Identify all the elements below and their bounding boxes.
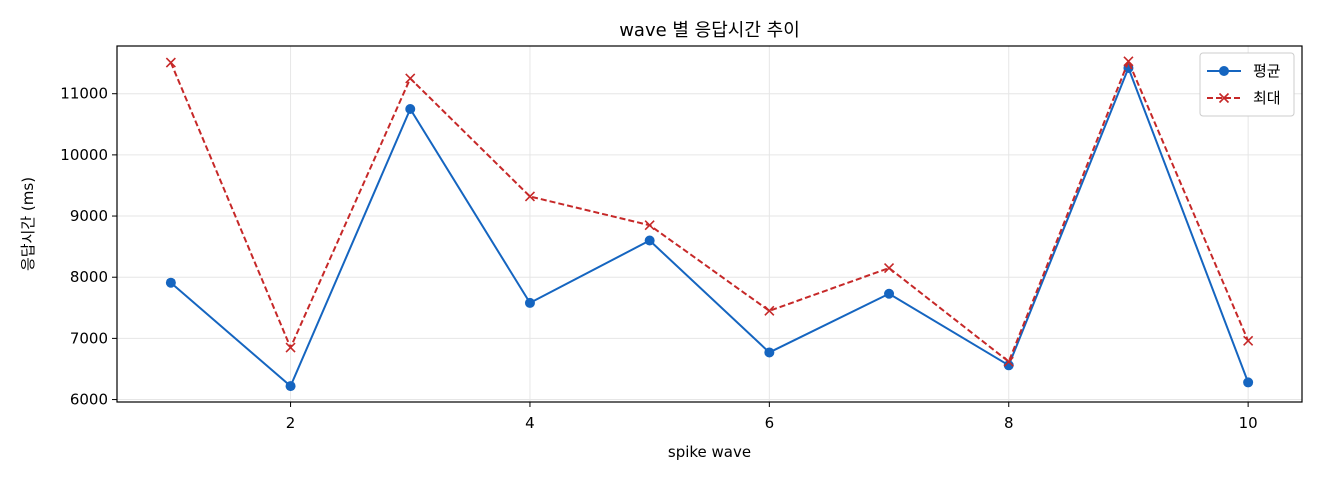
chart-title: wave 별 응답시간 추이 — [619, 20, 800, 41]
data-point — [764, 305, 775, 316]
data-point — [524, 191, 536, 202]
y-tick-label: 7000 — [70, 329, 108, 347]
data-point — [285, 381, 296, 392]
legend-label-max: 최대 — [1253, 89, 1281, 107]
data-point — [165, 57, 176, 68]
data-point — [883, 262, 895, 274]
y-tick-label: 8000 — [70, 268, 108, 286]
y-tick-label: 6000 — [70, 391, 108, 409]
legend-marker-avg — [1219, 66, 1229, 76]
data-point — [524, 297, 535, 308]
legend: 평균 최대 — [1199, 52, 1295, 117]
x-axis-title: spike wave — [668, 443, 751, 461]
grid — [117, 46, 1302, 402]
series-line-max — [169, 60, 1250, 363]
series-line-avg — [170, 67, 1250, 388]
data-point — [1243, 377, 1254, 388]
y-tick-label: 11000 — [60, 85, 108, 103]
data-point — [644, 220, 655, 231]
x-tick-label: 6 — [765, 414, 775, 432]
series-layer — [165, 56, 1254, 392]
data-point — [165, 277, 176, 288]
plot-area-frame — [116, 45, 1303, 403]
x-tick-label: 4 — [525, 414, 535, 432]
data-point — [405, 104, 416, 115]
data-point — [285, 342, 296, 353]
data-point — [405, 73, 416, 84]
data-point — [1003, 356, 1014, 367]
data-point — [1003, 360, 1014, 371]
legend-marker-max — [1218, 92, 1230, 104]
data-point — [1243, 335, 1254, 346]
y-axis-title: 응답시간 (ms) — [19, 177, 37, 271]
data-point — [644, 235, 655, 246]
data-point — [1123, 56, 1134, 67]
ticks: 2 4 6 8 10 6000 7000 8000 9000 10000 11000 — [60, 85, 1257, 432]
x-tick-label: 2 — [286, 414, 296, 432]
x-tick-label: 8 — [1004, 414, 1014, 432]
data-point — [764, 347, 775, 358]
x-tick-label: 10 — [1239, 414, 1258, 432]
data-point — [884, 288, 895, 299]
legend-label-avg: 평균 — [1253, 62, 1281, 80]
y-tick-label: 10000 — [60, 146, 108, 164]
y-tick-label: 9000 — [70, 207, 108, 225]
